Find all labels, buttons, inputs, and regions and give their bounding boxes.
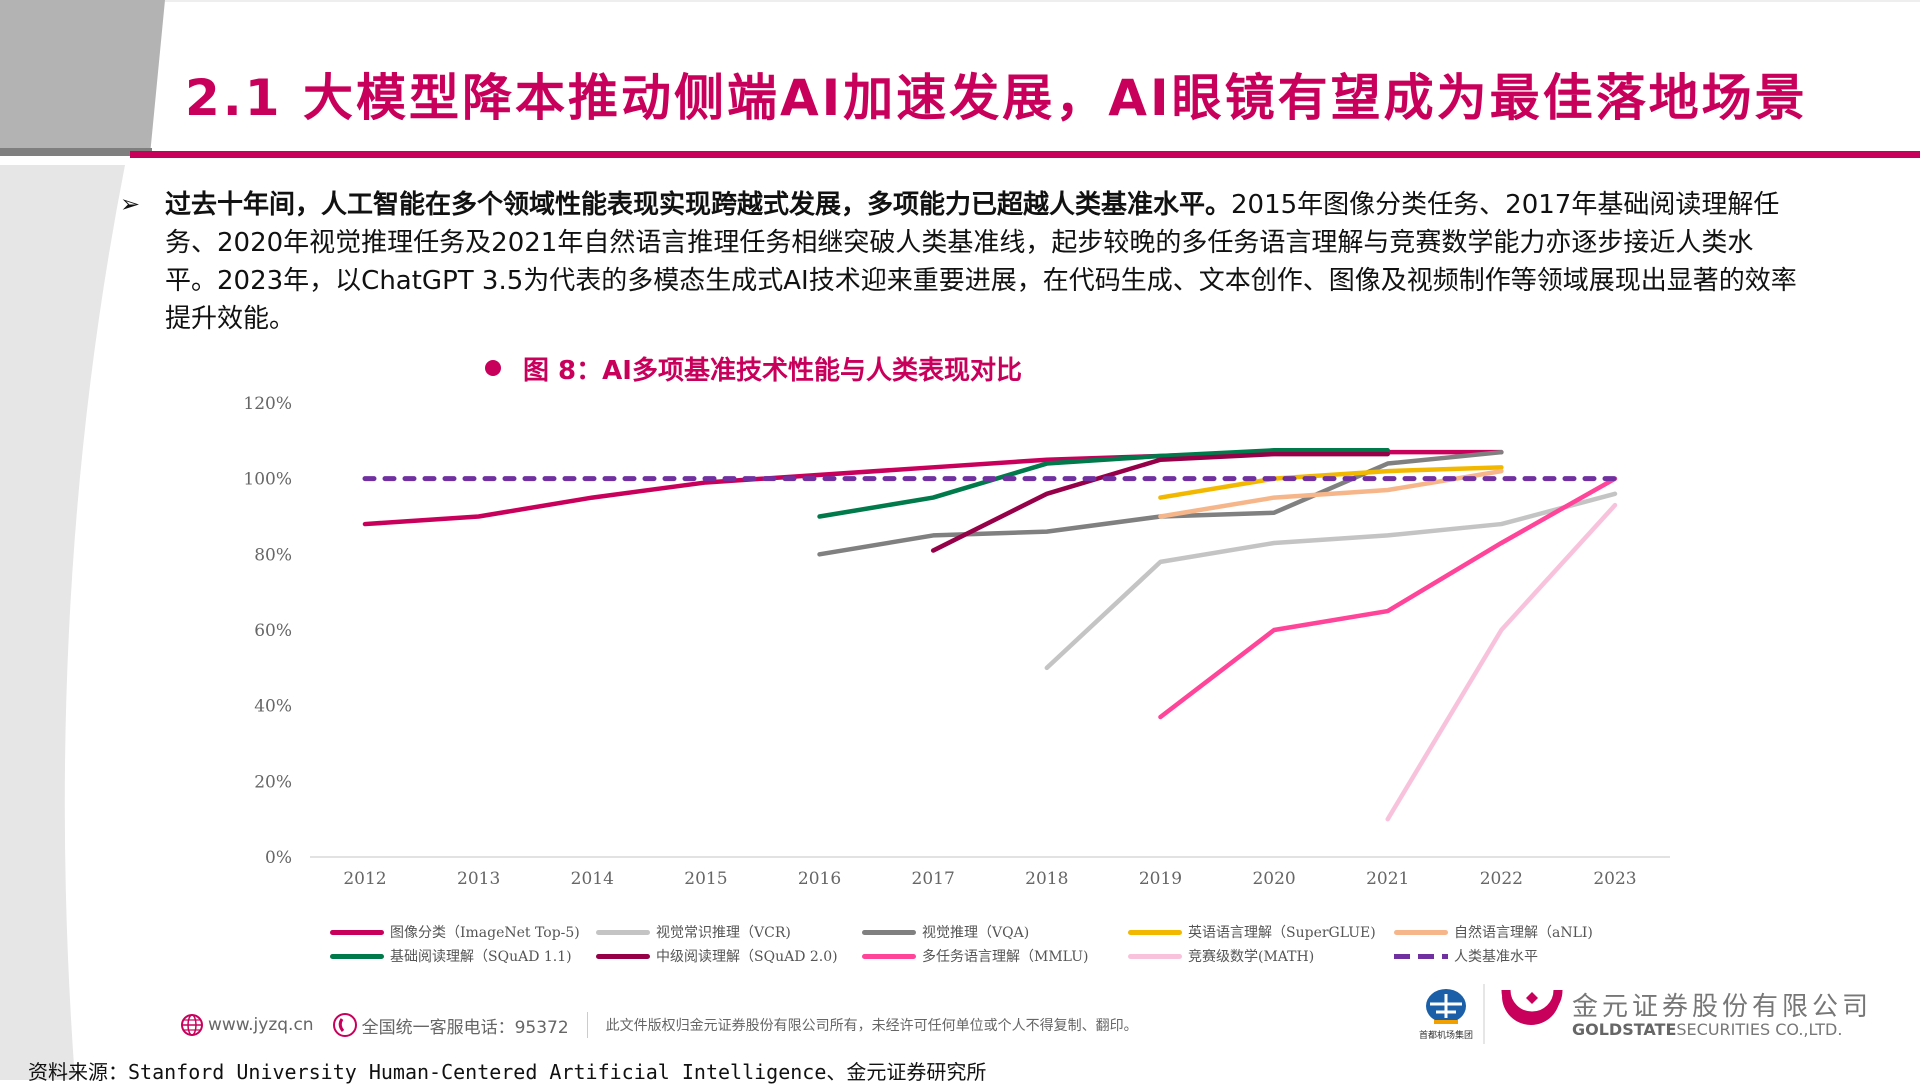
legend-item: 人类基准水平 <box>1394 946 1538 966</box>
legend-swatch <box>1394 954 1448 959</box>
footer-copyright: 此文件版权归金元证券股份有限公司所有，未经许可任何单位或个人不得复制、翻印。 <box>606 1015 1138 1035</box>
legend-item: 多任务语言理解（MMLU) <box>862 946 1088 966</box>
y-tick-label: 40% <box>254 697 292 717</box>
y-tick-label: 100% <box>243 470 292 490</box>
footer-website[interactable]: www.jyzq.cn <box>208 1015 314 1035</box>
legend-item: 视觉常识推理（VCR) <box>596 922 791 942</box>
x-tick-label: 2017 <box>912 869 955 889</box>
x-tick-label: 2020 <box>1252 869 1295 889</box>
legend-item: 英语语言理解（SuperGLUE) <box>1128 922 1376 942</box>
series-line-8 <box>1388 505 1615 819</box>
company-name-en-rest: SECURITIES CO.,LTD. <box>1676 1020 1842 1039</box>
legend-label: 人类基准水平 <box>1454 946 1538 966</box>
legend-label: 多任务语言理解（MMLU) <box>922 946 1088 966</box>
company-name-cn: 金元证券股份有限公司 <box>1572 986 1872 1023</box>
legend-item: 自然语言理解（aNLI) <box>1394 922 1593 942</box>
legend-swatch <box>862 930 916 935</box>
legend-label: 视觉推理（VQA) <box>922 922 1029 942</box>
y-tick-label: 80% <box>254 545 292 565</box>
y-tick-label: 20% <box>254 772 292 792</box>
x-tick-label: 2023 <box>1593 869 1636 889</box>
x-tick-label: 2016 <box>798 869 841 889</box>
legend-item: 竞赛级数学(MATH) <box>1128 946 1314 966</box>
legend-label: 中级阅读理解（SQuAD 2.0) <box>656 946 838 966</box>
y-tick-label: 120% <box>243 394 292 414</box>
company-name-en-bold: GOLDSTATE <box>1572 1020 1676 1039</box>
legend-swatch <box>1128 954 1182 959</box>
x-tick-label: 2013 <box>457 869 500 889</box>
company-name-en: GOLDSTATESECURITIES CO.,LTD. <box>1572 1020 1842 1039</box>
partner-logo-text: 首都机场集团 <box>1419 1029 1473 1041</box>
x-tick-label: 2018 <box>1025 869 1068 889</box>
x-tick-label: 2014 <box>571 869 614 889</box>
globe-icon <box>180 1013 204 1037</box>
legend-swatch <box>330 930 384 935</box>
legend-item: 基础阅读理解（SQuAD 1.1) <box>330 946 572 966</box>
x-tick-label: 2012 <box>343 869 386 889</box>
legend-label: 英语语言理解（SuperGLUE) <box>1188 922 1376 942</box>
legend-label: 自然语言理解（aNLI) <box>1454 922 1593 942</box>
legend-item: 视觉推理（VQA) <box>862 922 1029 942</box>
footer-hotline: 全国统一客服电话：95372 <box>362 1013 569 1038</box>
legend-label: 竞赛级数学(MATH) <box>1188 946 1314 966</box>
footer-bar: www.jyzq.cn 全国统一客服电话：95372 此文件版权归金元证券股份有… <box>180 1012 1138 1038</box>
series-line-5 <box>820 450 1388 516</box>
company-logos: 首都机场集团 <box>1410 982 1570 1046</box>
legend-label: 基础阅读理解（SQuAD 1.1) <box>390 946 572 966</box>
y-tick-label: 60% <box>254 621 292 641</box>
legend-swatch <box>596 930 650 935</box>
legend-swatch <box>1394 930 1448 935</box>
x-tick-label: 2022 <box>1480 869 1523 889</box>
series-line-6 <box>933 454 1388 550</box>
legend-swatch <box>330 954 384 959</box>
x-tick-label: 2019 <box>1139 869 1182 889</box>
source-note: 资料来源：Stanford University Human-Centered … <box>28 1056 986 1085</box>
legend-label: 图像分类（ImageNet Top-5) <box>390 922 580 942</box>
x-tick-label: 2021 <box>1366 869 1409 889</box>
legend-swatch <box>596 954 650 959</box>
x-tick-label: 2015 <box>684 869 727 889</box>
legend-swatch <box>862 954 916 959</box>
legend-label: 视觉常识推理（VCR) <box>656 922 791 942</box>
phone-icon <box>332 1012 358 1038</box>
legend-item: 图像分类（ImageNet Top-5) <box>330 922 580 942</box>
legend-item: 中级阅读理解（SQuAD 2.0) <box>596 946 838 966</box>
y-tick-label: 0% <box>265 848 292 868</box>
legend-swatch <box>1128 930 1182 935</box>
footer-divider <box>587 1012 588 1038</box>
